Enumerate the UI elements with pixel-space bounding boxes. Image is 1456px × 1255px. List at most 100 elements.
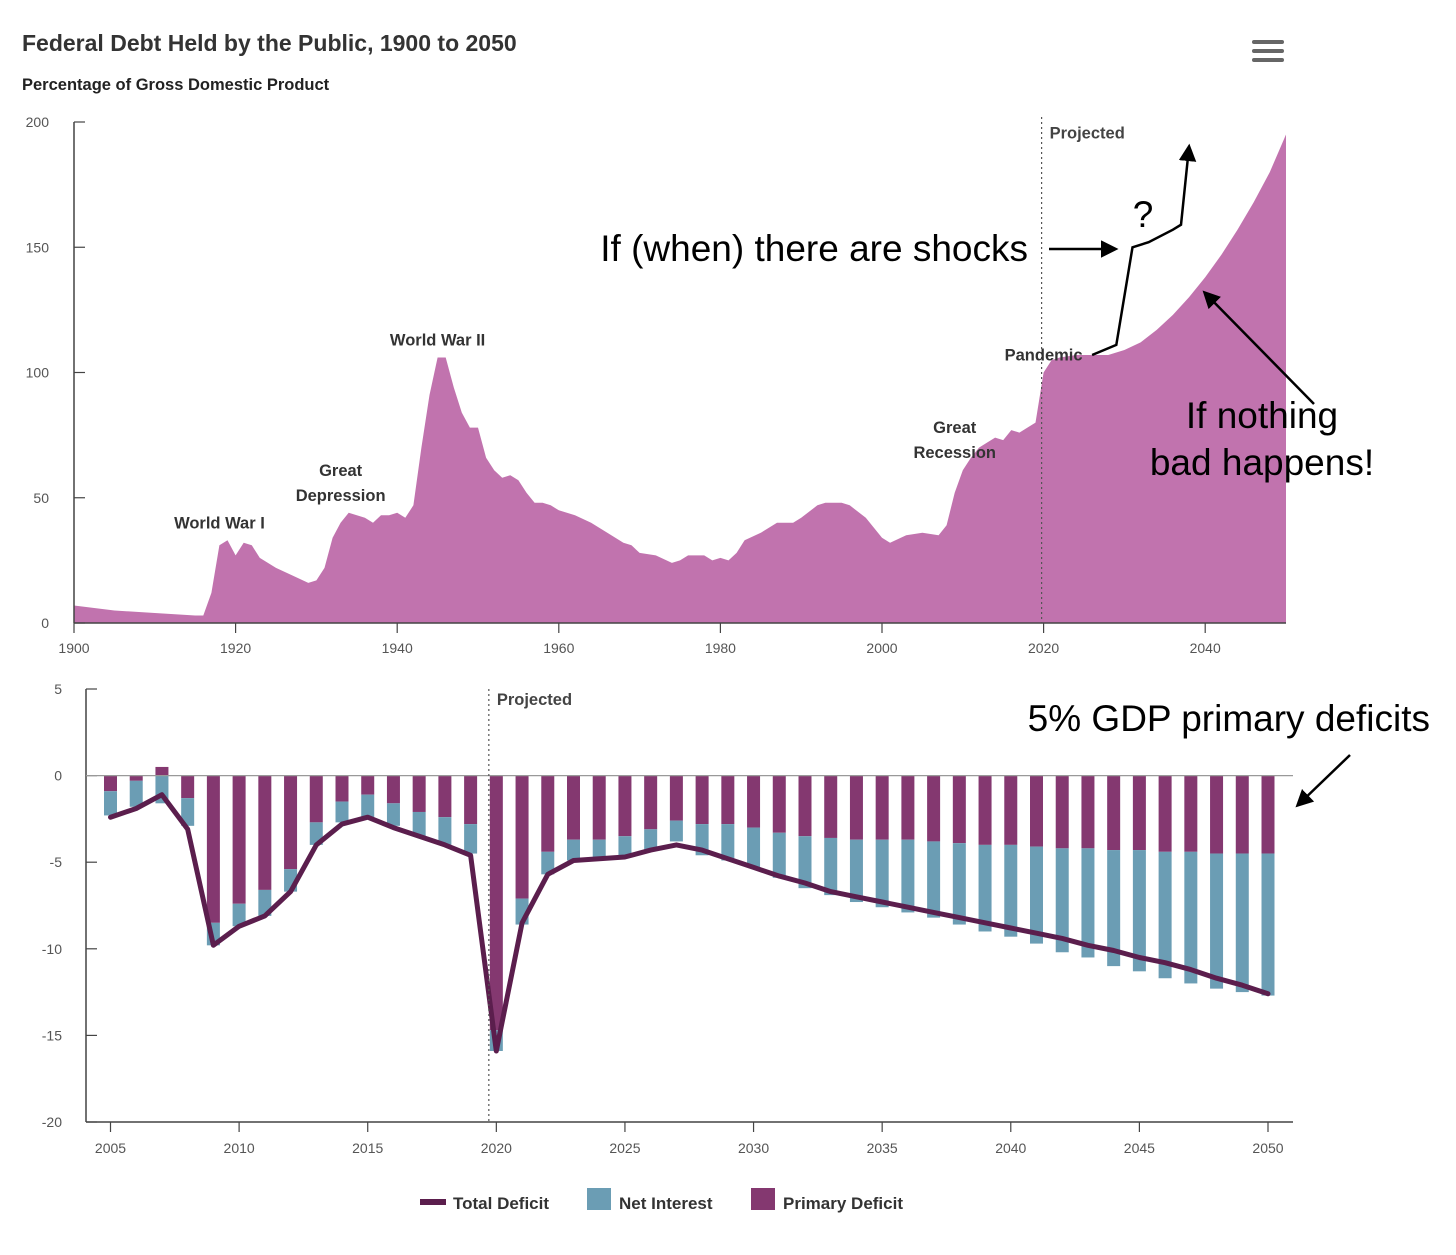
bar-primary-deficit (1132, 775, 1146, 851)
bar-net-interest (1210, 853, 1224, 989)
event-label-great-recession: Great (933, 419, 977, 437)
event-label-great-depression: Depression (296, 487, 386, 505)
bar-primary-deficit (798, 775, 812, 837)
x-tick-label: 2025 (609, 1140, 640, 1156)
bar-net-interest (618, 836, 632, 856)
bar-net-interest (1081, 848, 1095, 958)
bar-net-interest (104, 791, 117, 816)
bar-primary-deficit (849, 775, 863, 840)
bar-net-interest (1132, 850, 1146, 972)
bar-primary-deficit (1235, 775, 1249, 854)
bar-primary-deficit (1210, 775, 1224, 854)
y-tick-label: 0 (41, 615, 49, 631)
bar-primary-deficit (386, 775, 400, 804)
event-label-great-recession: Recession (913, 444, 996, 462)
bar-primary-deficit (695, 775, 709, 825)
legend-item-net-interest[interactable]: Net Interest (587, 1188, 713, 1213)
bar-net-interest (386, 803, 400, 826)
legend-item-total-deficit[interactable]: Total Deficit (420, 1194, 549, 1213)
x-tick-label: 1980 (705, 640, 736, 656)
y-tick-label: 200 (26, 114, 50, 130)
bar-primary-deficit (232, 775, 246, 904)
bar-primary-deficit (1030, 775, 1043, 847)
bar-primary-deficit (309, 775, 323, 823)
x-tick-label: 2020 (1028, 640, 1059, 656)
bar-net-interest (824, 837, 838, 896)
event-label-pandemic: Pandemic (1005, 347, 1083, 365)
bar-primary-deficit (1004, 775, 1018, 845)
bar-net-interest (721, 824, 735, 861)
x-tick-label: 2005 (95, 1140, 126, 1156)
bar-primary-deficit (1081, 775, 1095, 849)
debt-area (74, 134, 1286, 623)
bar-primary-deficit (1107, 775, 1121, 851)
legend-label-total-deficit: Total Deficit (453, 1194, 549, 1213)
deficit-bar-chart: 5 0 -5 -10 -15 -20 2005 2010 2015 2020 2025 2030 203… (42, 681, 1430, 1156)
annotation-question: ? (1133, 194, 1154, 235)
bar-primary-deficit (489, 775, 503, 1031)
bar-primary-deficit (875, 775, 889, 840)
bar-primary-deficit (284, 775, 298, 870)
x-tick-label: 1900 (58, 640, 89, 656)
bar-primary-deficit (335, 775, 349, 802)
y-tick-label: -15 (42, 1027, 62, 1043)
bar-net-interest (1004, 844, 1018, 937)
legend-label-net-interest: Net Interest (619, 1194, 713, 1213)
bar-net-interest (849, 839, 863, 903)
bar-primary-deficit (927, 775, 941, 842)
bar-net-interest (798, 836, 812, 889)
x-tick-label: 1940 (382, 640, 413, 656)
hamburger-menu-icon[interactable] (1252, 40, 1284, 68)
bar-net-interest (875, 839, 889, 908)
bar-primary-deficit (206, 775, 220, 923)
x-tick-label: 2000 (866, 640, 897, 656)
nothing-bad-arrow (1202, 290, 1315, 405)
y-tick-label: -20 (42, 1114, 62, 1130)
bar-net-interest (464, 824, 478, 854)
x-tick-label: 1920 (220, 640, 251, 656)
bar-net-interest (1184, 851, 1198, 984)
legend-swatch-net-interest (587, 1188, 611, 1210)
bar-net-interest (772, 832, 786, 878)
bar-net-interest (592, 839, 606, 859)
bar-primary-deficit (1055, 775, 1069, 849)
bar-primary-deficit (772, 775, 786, 833)
legend-swatch-total-deficit (420, 1199, 446, 1205)
bar-net-interest (1158, 851, 1172, 979)
legend-item-primary-deficit[interactable]: Primary Deficit (751, 1188, 903, 1213)
bar-net-interest (129, 780, 143, 807)
bar-net-interest (901, 839, 915, 913)
bar-primary-deficit (669, 775, 683, 821)
bar-net-interest (1107, 850, 1121, 967)
y-tick-label: 150 (26, 239, 50, 255)
bar-net-interest (541, 851, 555, 875)
bar-primary-deficit (1184, 775, 1198, 852)
bar-primary-deficit (721, 775, 735, 825)
bar-net-interest (412, 811, 426, 837)
x-tick-label: 2040 (995, 1140, 1026, 1156)
shock-path-arrow (1091, 143, 1197, 357)
bar-net-interest (644, 829, 658, 851)
legend-swatch-primary-deficit (751, 1188, 775, 1210)
bar-primary-deficit (181, 775, 195, 799)
event-label-great-depression: Great (319, 462, 363, 480)
chart-title: Federal Debt Held by the Public, 1900 to… (22, 30, 517, 56)
annotation-shocks: If (when) there are shocks (600, 228, 1028, 269)
bar-net-interest (361, 794, 375, 818)
bar-primary-deficit (901, 775, 915, 840)
bar-net-interest (335, 801, 349, 823)
bar-primary-deficit (129, 775, 143, 781)
bar-primary-deficit (104, 775, 117, 792)
bar-net-interest (747, 827, 761, 868)
bar-primary-deficit (155, 766, 169, 776)
y-tick-label: 5 (54, 681, 62, 697)
bar-net-interest (978, 844, 992, 932)
bar-primary-deficit (644, 775, 658, 830)
x-tick-label: 2035 (867, 1140, 898, 1156)
x-tick-label: 2020 (481, 1140, 512, 1156)
projected-label: Projected (497, 691, 572, 709)
y-tick-label: 100 (26, 365, 50, 381)
bar-net-interest (232, 903, 246, 927)
bar-primary-deficit (464, 775, 478, 825)
